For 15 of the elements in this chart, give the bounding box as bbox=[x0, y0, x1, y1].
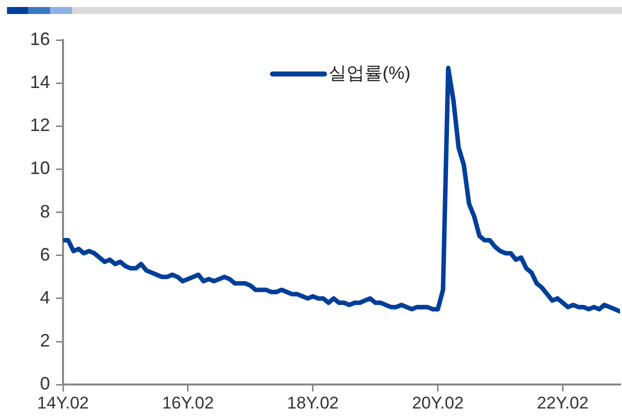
y-tick-label: 14 bbox=[30, 72, 50, 92]
y-tick-label: 16 bbox=[30, 28, 50, 49]
y-tick-label: 6 bbox=[40, 244, 50, 264]
x-tick-label: 16Y.02 bbox=[162, 393, 214, 412]
legend-label: 실업률(%) bbox=[328, 62, 411, 83]
x-tick-label: 22Y.02 bbox=[536, 393, 589, 412]
y-tick-label: 0 bbox=[40, 374, 50, 394]
y-tick-label: 8 bbox=[40, 201, 50, 222]
y-tick-label: 4 bbox=[40, 287, 50, 308]
y-tick-label: 10 bbox=[30, 158, 50, 178]
y-tick-label: 2 bbox=[40, 330, 50, 350]
y-tick-label: 12 bbox=[30, 115, 50, 136]
x-tick-label: 20Y.02 bbox=[412, 393, 464, 412]
x-tick-label: 18Y.02 bbox=[287, 393, 339, 412]
x-tick-label: 14Y.02 bbox=[37, 393, 89, 412]
